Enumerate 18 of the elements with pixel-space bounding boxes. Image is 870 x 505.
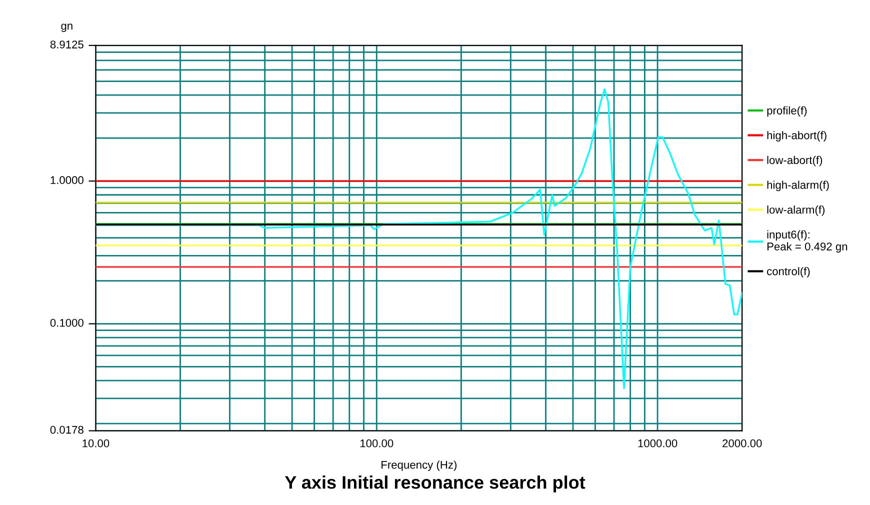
legend-label: control(f) bbox=[767, 267, 810, 278]
y-tick-label: 8.9125 bbox=[50, 40, 84, 48]
y-tick-label: 1.0000 bbox=[50, 176, 84, 184]
x-tick-label: 2000.00 bbox=[722, 439, 762, 448]
legend-label: input6(f): Peak = 0.492 gn bbox=[767, 230, 848, 253]
x-axis-title: Frequency (Hz) bbox=[382, 460, 456, 471]
y-tick-label: 0.0178 bbox=[50, 426, 84, 434]
legend-label: high-alarm(f) bbox=[767, 180, 829, 192]
legend-label: profile(f) bbox=[767, 106, 807, 117]
x-tick-label: 1000.00 bbox=[638, 439, 678, 448]
y-tick-label: 0.1000 bbox=[50, 318, 84, 327]
x-tick-label: 100.00 bbox=[360, 439, 394, 448]
legend-label: high-abort(f) bbox=[767, 131, 826, 142]
y-axis-title: gn bbox=[61, 24, 72, 32]
text: Y axis Initial resonance search plot bbox=[284, 476, 586, 492]
legend-label: low-alarm(f) bbox=[767, 206, 825, 216]
legend-label: low-abort(f) bbox=[767, 156, 822, 166]
x-tick-label: 10.00 bbox=[82, 439, 110, 448]
